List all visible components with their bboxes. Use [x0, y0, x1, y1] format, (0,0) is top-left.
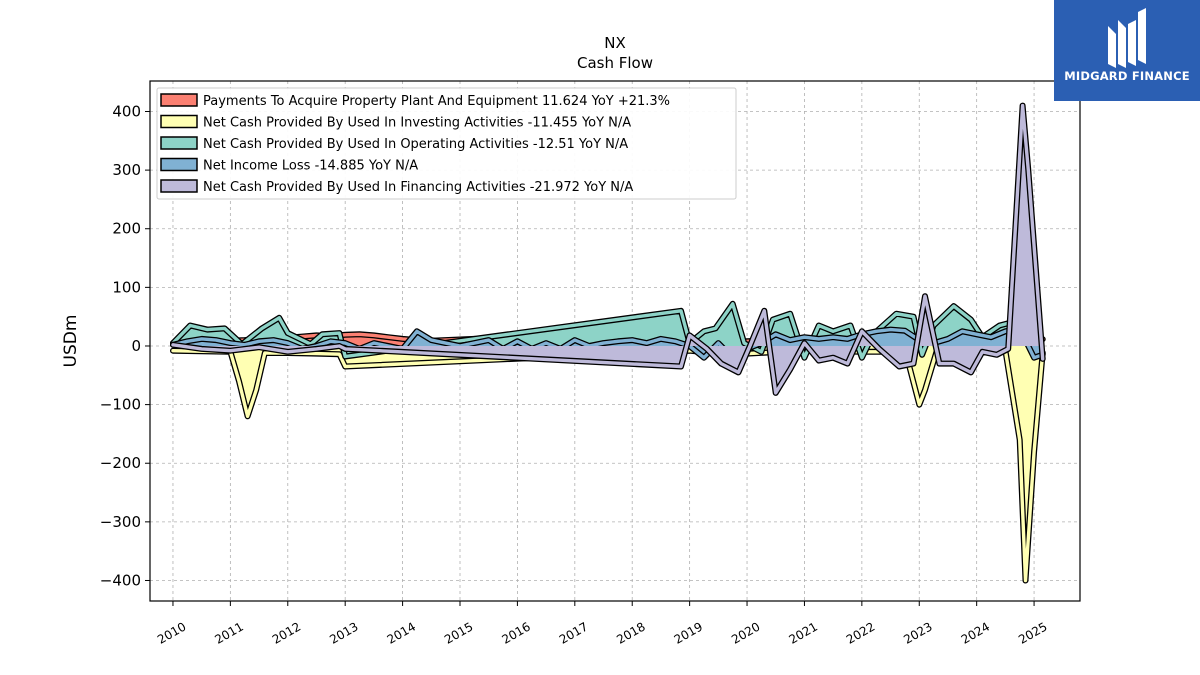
- legend-label: Net Cash Provided By Used In Operating A…: [203, 137, 628, 152]
- y-tick-label: 400: [112, 102, 141, 120]
- legend-label: Net Cash Provided By Used In Financing A…: [203, 180, 633, 195]
- x-tick-label: 2025: [1016, 619, 1049, 646]
- plot-area: [170, 102, 1046, 584]
- y-tick-label: 300: [112, 161, 141, 179]
- midgard-m-logo-icon: [1108, 8, 1146, 68]
- x-tick-label: 2017: [557, 619, 590, 646]
- legend-label: Payments To Acquire Property Plant And E…: [203, 94, 670, 109]
- y-tick-label: 100: [112, 278, 141, 296]
- x-tick-label: 2022: [844, 619, 877, 646]
- x-tick-label: 2010: [155, 619, 188, 646]
- legend-label: Net Income Loss -14.885 YoY N/A: [203, 159, 418, 174]
- x-tick-label: 2020: [729, 619, 762, 646]
- x-axis: 2010 2011 2012 2013 2014 2015 2016 2017 2018 2019…: [155, 601, 1050, 647]
- series-4: [170, 325, 1046, 361]
- y-tick-label: 200: [112, 220, 141, 238]
- legend-swatch: [160, 93, 198, 107]
- x-tick-label: 2015: [442, 619, 475, 646]
- x-tick-label: 2018: [614, 619, 647, 646]
- legend-swatch: [160, 136, 198, 150]
- x-tick-label: 2016: [499, 619, 532, 646]
- y-tick-label: 0: [131, 337, 141, 355]
- x-tick-label: 2019: [672, 619, 705, 646]
- x-tick-label: 2024: [959, 619, 992, 646]
- series-line: [171, 103, 1045, 395]
- series-line: [171, 326, 1045, 360]
- series-5: [170, 102, 1046, 396]
- y-tick-label: −300: [100, 513, 141, 531]
- x-tick-label: 2023: [901, 619, 934, 646]
- legend: Payments To Acquire Property Plant And E…: [156, 87, 737, 200]
- plot-frame: [149, 80, 1081, 602]
- y-tick-label: −400: [100, 571, 141, 589]
- y-tick-label: −200: [100, 454, 141, 472]
- legend-swatch: [160, 157, 198, 172]
- x-tick-label: 2014: [385, 619, 418, 646]
- series-line: [171, 302, 1045, 360]
- x-tick-label: 2013: [327, 619, 360, 646]
- x-tick-label: 2021: [786, 619, 819, 646]
- brand-name: MIDGARD FINANCE: [1064, 69, 1190, 83]
- y-tick-label: −100: [100, 396, 141, 414]
- legend-swatch: [160, 179, 198, 193]
- chart-title: NX: [604, 34, 626, 52]
- x-tick-label: 2012: [270, 619, 303, 646]
- legend-swatch: [160, 114, 198, 129]
- legend-label: Net Cash Provided By Used In Investing A…: [203, 116, 631, 131]
- y-axis: 400 300 200 100 0 −100 −200 −300 −400: [100, 102, 150, 589]
- series-outline: [170, 347, 1046, 584]
- legend-box: [156, 87, 737, 200]
- x-tick-label: 2011: [212, 619, 245, 646]
- y-axis-label: USDm: [61, 315, 81, 368]
- chart-subtitle: Cash Flow: [577, 54, 653, 72]
- midgard-finance-logo: MIDGARD FINANCE: [1054, 0, 1200, 101]
